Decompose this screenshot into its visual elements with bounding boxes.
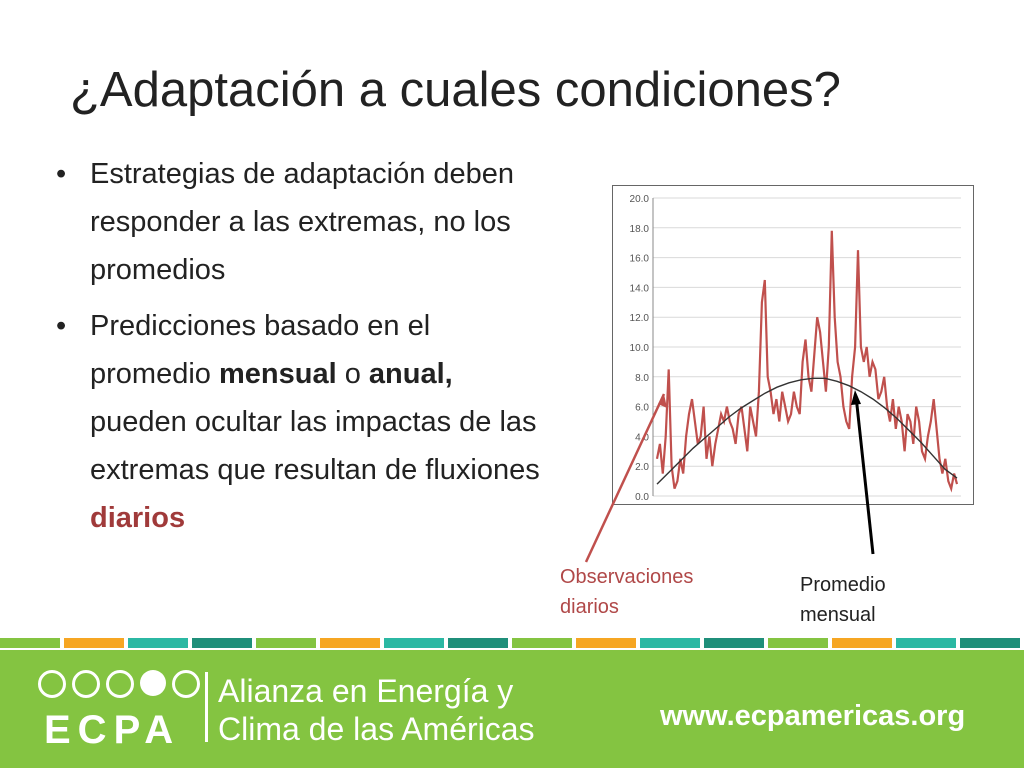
y-tick-label: 6.0: [635, 403, 649, 414]
y-tick-label: 12.0: [630, 313, 650, 324]
rainfall-chart: 0.0 2.0 4.0 6.0 8.0 10.0 12.0 14.0 16.0 18.0 20.0: [612, 185, 974, 505]
stripe-segment: [192, 638, 252, 648]
stripe-segment: [128, 638, 188, 648]
y-tick-label: 0.0: [635, 492, 649, 503]
stripe-segment: [320, 638, 380, 648]
globe-outline-icon: [38, 670, 66, 698]
stripe-segment: [832, 638, 892, 648]
bullet-2-mensual: mensual: [218, 358, 337, 390]
org-name-line1: Alianza en Energía y: [218, 673, 514, 709]
stripe-segment: [896, 638, 956, 648]
drop-circle-icon: [106, 670, 134, 698]
bullet-2-anual: anual,: [368, 358, 453, 390]
bullet-item-2: • Predicciones basado en el promedio mens…: [54, 302, 554, 542]
ecpa-logo-text: ECPA: [44, 708, 181, 752]
y-tick-label: 20.0: [630, 194, 650, 205]
stripe-segment: [64, 638, 124, 648]
org-name-line2: Clima de las Américas: [218, 711, 535, 747]
globe-icon: [172, 670, 200, 698]
stripe-segment: [576, 638, 636, 648]
y-tick-label: 14.0: [630, 283, 650, 294]
label-observaciones: Observaciones diarios: [560, 566, 694, 618]
footer-divider: [205, 672, 208, 742]
stripe-segment: [768, 638, 828, 648]
bullet-item-1: • Estrategias de adaptación deben respond…: [54, 150, 554, 294]
bullet-list: • Estrategias de adaptación deben respond…: [54, 150, 554, 542]
series-daily-line: [655, 230, 959, 493]
sun-circle-icon: [140, 670, 166, 696]
website-link[interactable]: www.ecpamericas.org: [660, 700, 966, 732]
y-tick-label: 8.0: [635, 373, 649, 384]
stripe-segment: [960, 638, 1020, 648]
bullet-2-part2: o: [336, 358, 369, 390]
stripe-segment: [448, 638, 508, 648]
series-monthly-line: [656, 377, 958, 485]
stripe-segment: [640, 638, 700, 648]
slide-title: ¿Adaptación a cuales condiciones?: [70, 63, 841, 117]
y-tick-label: 2.0: [635, 462, 649, 473]
bullet-2-diarios: diarios: [90, 502, 186, 534]
y-tick-label: 10.0: [630, 343, 650, 354]
label-promedio: Promedio mensual: [800, 574, 886, 626]
leaf-circle-icon: [72, 670, 100, 698]
bullet-dot-icon: •: [56, 310, 67, 342]
bullet-2-part1: Predicciones basado en el promedio: [90, 310, 431, 390]
stripe-segment: [256, 638, 316, 648]
y-tick-label: 16.0: [630, 254, 650, 265]
stripe-segment: [704, 638, 764, 648]
org-name: Alianza en Energía y Clima de las Améric…: [218, 672, 535, 748]
bullet-2-part3: pueden ocultar las impactas de las extre…: [90, 406, 540, 486]
stripe-segment: [384, 638, 444, 648]
bullet-dot-icon: •: [56, 158, 67, 190]
ecpa-logo-icons: [38, 670, 200, 698]
bullet-1-text: Estrategias de adaptación deben responde…: [90, 158, 515, 286]
chart-svg: 0.0 2.0 4.0 6.0 8.0 10.0 12.0 14.0 16.0 18.0 20.0: [630, 194, 961, 503]
stripe-segment: [0, 638, 60, 648]
y-tick-label: 4.0: [635, 432, 649, 443]
footer-band: [0, 650, 1024, 768]
y-tick-label: 18.0: [630, 224, 650, 235]
color-stripe: [0, 638, 1024, 648]
stripe-segment: [512, 638, 572, 648]
